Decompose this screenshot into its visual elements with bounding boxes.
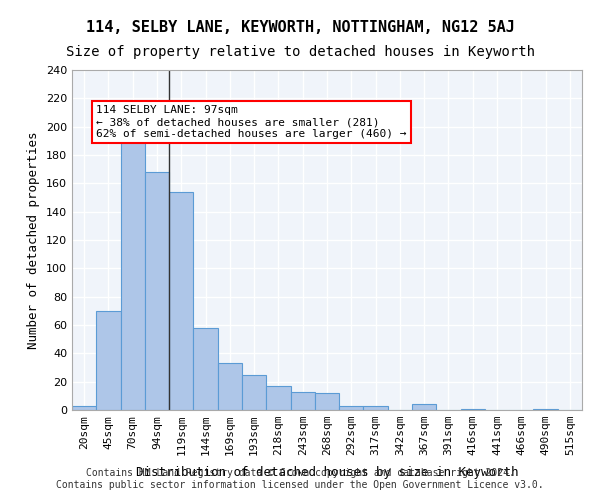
Bar [339,406,364,410]
Bar [72,406,96,410]
Bar [290,392,315,410]
Bar [533,408,558,410]
Text: Size of property relative to detached houses in Keyworth: Size of property relative to detached ho… [65,45,535,59]
Bar [315,393,339,410]
Bar [461,408,485,410]
Bar [145,172,169,410]
Bar [193,328,218,410]
Y-axis label: Number of detached properties: Number of detached properties [28,131,40,349]
Bar [169,192,193,410]
Text: Contains HM Land Registry data © Crown copyright and database right 2024.
Contai: Contains HM Land Registry data © Crown c… [56,468,544,490]
Bar [364,406,388,410]
Bar [266,386,290,410]
Bar [412,404,436,410]
X-axis label: Distribution of detached houses by size in Keyworth: Distribution of detached houses by size … [136,466,518,479]
Text: 114 SELBY LANE: 97sqm
← 38% of detached houses are smaller (281)
62% of semi-det: 114 SELBY LANE: 97sqm ← 38% of detached … [96,106,407,138]
Text: 114, SELBY LANE, KEYWORTH, NOTTINGHAM, NG12 5AJ: 114, SELBY LANE, KEYWORTH, NOTTINGHAM, N… [86,20,514,35]
Bar [96,311,121,410]
Bar [121,136,145,410]
Bar [218,363,242,410]
Bar [242,374,266,410]
